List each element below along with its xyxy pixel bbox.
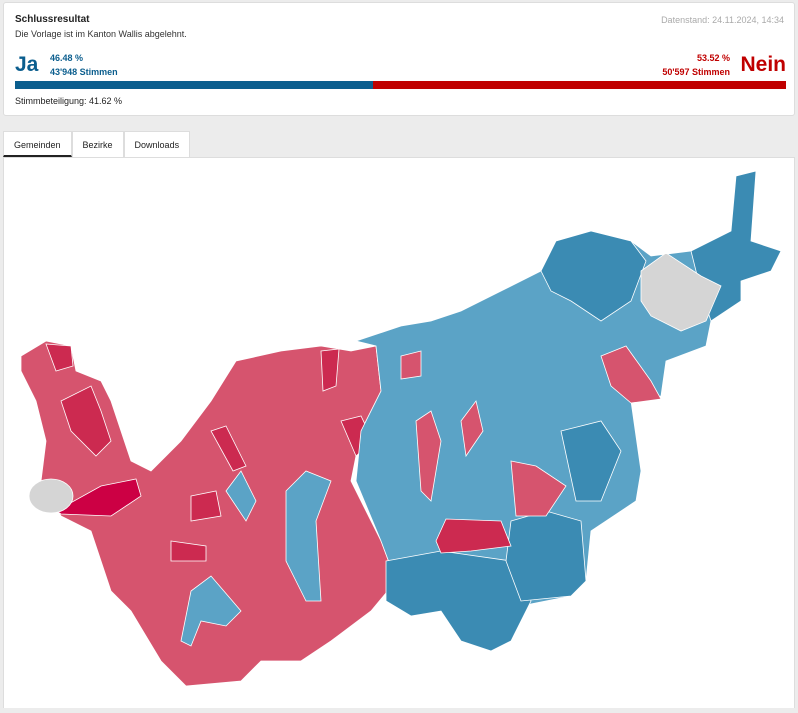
yes-votes: 43'948 Stimmen <box>50 67 118 77</box>
result-card: Schlussresultat Die Vorlage ist im Kanto… <box>3 2 795 116</box>
result-bar <box>15 81 786 89</box>
region-no-strong <box>170 540 207 562</box>
region-yes <box>285 470 332 602</box>
region-yes <box>180 575 242 647</box>
region-no <box>510 460 567 517</box>
region-no-strong <box>60 385 112 457</box>
tab-bar: Gemeinden Bezirke Downloads <box>3 131 191 157</box>
yes-percent: 46.48 % <box>50 53 84 63</box>
region-yes <box>225 470 257 522</box>
no-percent: 53.52 % <box>696 53 730 63</box>
tab[interactable]: Downloads <box>123 131 191 157</box>
region-no <box>600 345 662 404</box>
region-yes-strong <box>540 230 647 322</box>
map-panel <box>3 157 795 708</box>
region-yes-strong <box>560 420 622 502</box>
map <box>20 170 782 687</box>
yes-label: Ja <box>15 53 39 76</box>
region-no-data <box>28 478 74 514</box>
subtitle: Die Vorlage ist im Kanton Wallis abgeleh… <box>15 29 187 39</box>
region-no-strong <box>190 490 222 522</box>
no-votes: 50'597 Stimmen <box>662 67 730 77</box>
region-no-data <box>640 252 722 332</box>
tab[interactable]: Gemeinden <box>3 131 72 157</box>
turnout: Stimmbeteiligung: 41.62 % <box>15 96 123 106</box>
region-no-strong <box>435 518 512 554</box>
region-no <box>415 410 442 502</box>
yes-bar <box>15 81 374 89</box>
region-no-strong <box>55 478 142 517</box>
title: Schlussresultat <box>15 14 90 25</box>
region-no <box>460 400 484 458</box>
region-no-strong <box>45 343 74 372</box>
tab[interactable]: Bezirke <box>71 131 124 157</box>
region-no-strong <box>210 425 247 472</box>
region-no <box>400 350 422 380</box>
timestamp: Datenstand: 24.11.2024, 14:34 <box>661 15 784 25</box>
region-no-strong <box>320 348 340 392</box>
no-label: Nein <box>740 53 786 76</box>
region-yes-strong <box>385 550 532 652</box>
region-yes-strong <box>505 510 587 602</box>
